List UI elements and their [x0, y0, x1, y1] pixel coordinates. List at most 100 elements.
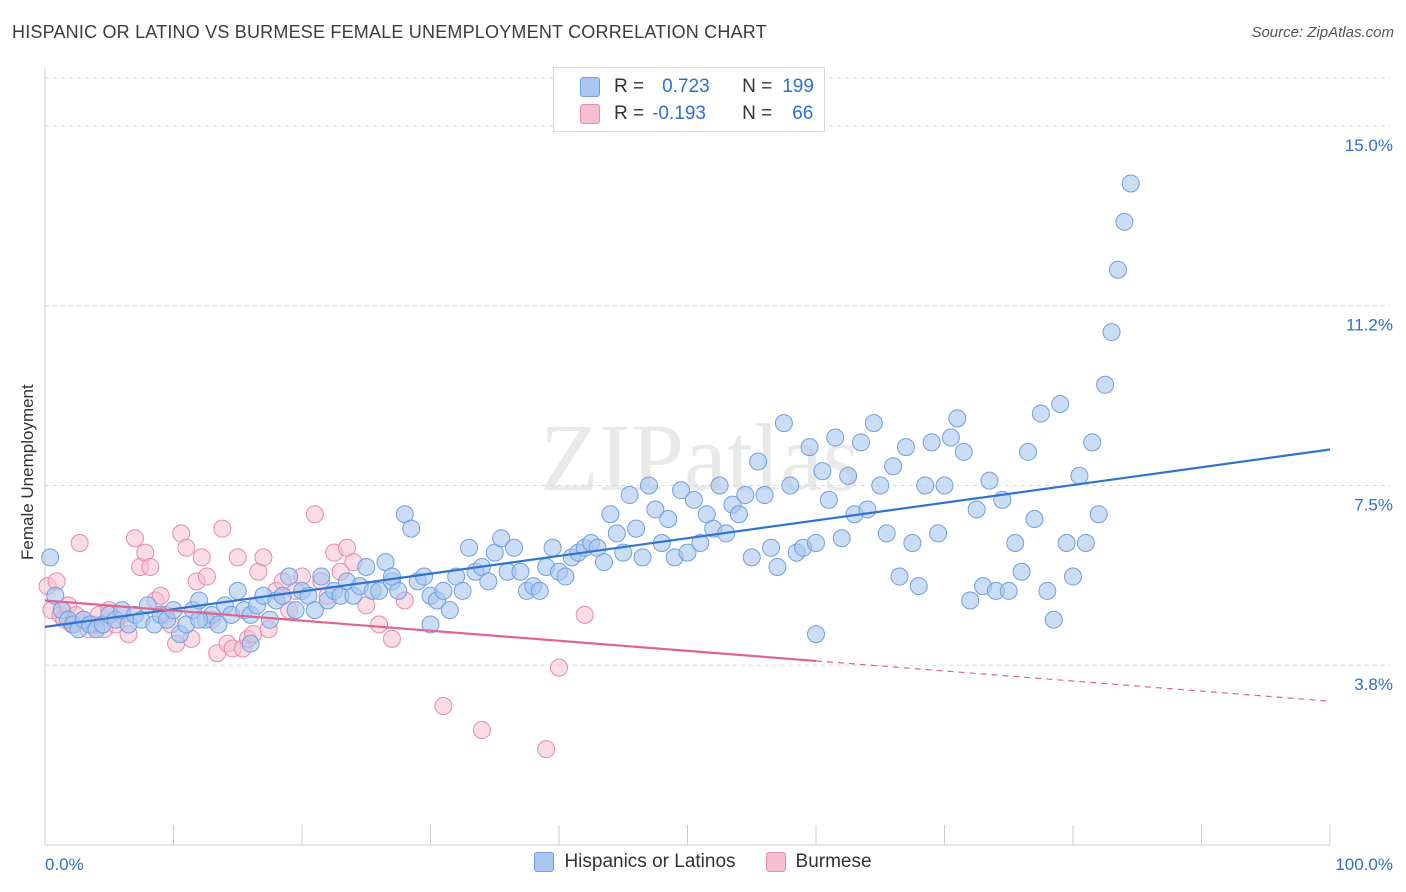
- data-point-hispanics: [402, 519, 421, 538]
- n-label: N =: [742, 76, 773, 97]
- data-point-hispanics: [1044, 610, 1063, 629]
- data-point-burmese: [537, 740, 556, 759]
- data-point-hispanics: [1031, 404, 1050, 423]
- watermark: ZIPatlas: [540, 404, 860, 511]
- data-point-hispanics: [241, 634, 260, 653]
- data-point-hispanics: [736, 486, 755, 505]
- legend-item-hispanics: Hispanics or Latinos: [534, 851, 736, 873]
- data-point-hispanics: [209, 615, 228, 634]
- data-point-hispanics: [948, 409, 967, 428]
- legend-item-burmese: Burmese: [765, 851, 872, 873]
- series-hispanics-points: [41, 174, 1140, 653]
- data-point-hispanics: [1038, 581, 1057, 600]
- legend-label: Burmese: [795, 851, 872, 872]
- data-point-hispanics: [434, 581, 453, 600]
- data-point-hispanics: [646, 500, 665, 519]
- data-point-hispanics: [312, 567, 331, 586]
- data-point-hispanics: [774, 414, 793, 433]
- data-point-hispanics: [768, 557, 787, 576]
- trend-line-burmese-extrapolated: [815, 660, 1331, 702]
- data-point-hispanics: [954, 442, 973, 461]
- data-point-hispanics: [460, 538, 479, 557]
- data-point-hispanics: [1076, 533, 1095, 552]
- data-point-hispanics: [511, 562, 530, 581]
- data-point-burmese: [254, 548, 273, 567]
- data-point-hispanics: [41, 548, 60, 567]
- data-point-hispanics: [627, 519, 646, 538]
- data-point-hispanics: [826, 428, 845, 447]
- data-point-burmese: [228, 548, 247, 567]
- data-point-hispanics: [813, 462, 832, 481]
- data-point-hispanics: [864, 414, 883, 433]
- data-point-hispanics: [929, 524, 948, 543]
- data-point-hispanics: [601, 505, 620, 524]
- data-point-hispanics: [505, 538, 524, 557]
- data-point-hispanics: [755, 486, 774, 505]
- data-point-hispanics: [415, 567, 434, 586]
- data-point-hispanics: [659, 510, 678, 529]
- data-point-hispanics: [370, 581, 389, 600]
- data-point-hispanics: [839, 466, 858, 485]
- data-point-hispanics: [762, 538, 781, 557]
- data-point-burmese: [305, 505, 324, 524]
- data-point-hispanics: [620, 486, 639, 505]
- data-point-burmese: [125, 529, 144, 548]
- x-tick-label: 0.0%: [45, 855, 84, 874]
- data-point-hispanics: [453, 581, 472, 600]
- y-tick-label: 11.2%: [1346, 316, 1393, 335]
- blue-swatch: [580, 77, 600, 97]
- grid-lines: [45, 77, 1390, 666]
- data-point-hispanics: [980, 471, 999, 490]
- data-point-hispanics: [1102, 323, 1121, 342]
- series-legend: Hispanics or Latinos Burmese: [0, 851, 1406, 873]
- data-point-hispanics: [1006, 533, 1025, 552]
- data-point-hispanics: [832, 529, 851, 548]
- data-point-hispanics: [909, 577, 928, 596]
- data-point-hispanics: [479, 572, 498, 591]
- y-tick-label: 3.8%: [1354, 675, 1393, 694]
- data-point-hispanics: [807, 533, 825, 552]
- r-value: 0.723: [662, 76, 710, 97]
- data-point-hispanics: [961, 591, 980, 610]
- data-point-hispanics: [819, 490, 838, 509]
- data-point-hispanics: [684, 490, 703, 509]
- data-point-hispanics: [871, 476, 890, 495]
- data-point-hispanics: [903, 533, 922, 552]
- data-point-hispanics: [633, 548, 652, 567]
- chart-title: HISPANIC OR LATINO VS BURMESE FEMALE UNE…: [12, 22, 767, 42]
- data-point-hispanics: [884, 457, 903, 476]
- data-point-hispanics: [543, 538, 562, 557]
- data-point-burmese: [70, 533, 89, 552]
- data-point-hispanics: [286, 601, 305, 620]
- n-label: N =: [742, 103, 773, 124]
- data-point-hispanics: [530, 581, 549, 600]
- legend-row-burmese: R = -0.193 N = 66: [580, 101, 813, 127]
- data-point-hispanics: [896, 438, 915, 457]
- data-point-hispanics: [749, 452, 768, 471]
- data-point-hispanics: [672, 481, 691, 500]
- data-point-burmese: [192, 548, 211, 567]
- data-point-hispanics: [556, 567, 575, 586]
- data-point-burmese: [382, 629, 401, 648]
- data-point-hispanics: [1012, 562, 1031, 581]
- y-tick-label: 15.0%: [1345, 136, 1393, 155]
- data-point-burmese: [213, 519, 232, 538]
- legend-row-hispanics: R = 0.723 N = 199: [580, 74, 814, 100]
- data-point-hispanics: [1108, 260, 1127, 279]
- data-point-hispanics: [1057, 533, 1076, 552]
- data-point-hispanics: [607, 524, 626, 543]
- data-point-hispanics: [421, 615, 440, 634]
- data-point-hispanics: [280, 567, 299, 586]
- data-point-hispanics: [877, 524, 896, 543]
- data-point-hispanics: [1064, 567, 1082, 586]
- data-point-burmese: [370, 615, 389, 634]
- pink-swatch: [580, 104, 600, 124]
- data-point-hispanics: [851, 433, 870, 452]
- data-point-hispanics: [742, 548, 761, 567]
- r-value: -0.193: [652, 103, 706, 124]
- data-point-burmese: [575, 605, 594, 624]
- pink-swatch: [765, 852, 786, 872]
- data-point-burmese: [151, 586, 170, 605]
- data-point-hispanics: [967, 500, 986, 519]
